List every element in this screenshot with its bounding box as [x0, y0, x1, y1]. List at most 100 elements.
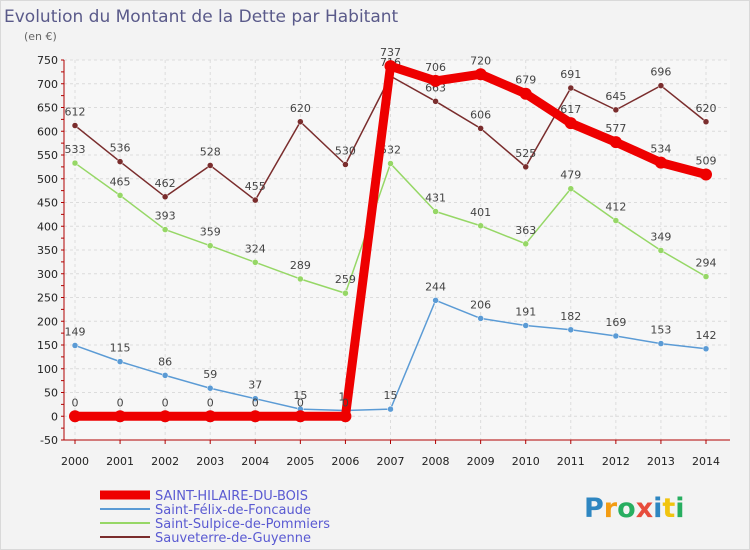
data-label: 412 [605, 201, 626, 214]
y-tick-label: 500 [37, 173, 58, 186]
x-tick-label: 2010 [512, 455, 540, 468]
data-label: 191 [515, 306, 536, 319]
data-point [159, 410, 172, 423]
data-point [432, 297, 439, 304]
data-label: 401 [470, 206, 491, 219]
x-tick-label: 2014 [692, 455, 720, 468]
legend: SAINT-HILAIRE-DU-BOISSaint-Félix-de-Fonc… [100, 489, 330, 546]
data-label: 244 [425, 280, 446, 293]
data-point [612, 106, 620, 114]
y-tick-label: 750 [37, 54, 58, 67]
data-label: 359 [200, 226, 221, 239]
y-tick-label: 700 [37, 78, 58, 91]
data-label: 606 [470, 108, 491, 121]
data-point [161, 193, 169, 201]
data-label: 153 [650, 324, 671, 337]
data-point [71, 159, 79, 167]
data-point [114, 410, 127, 423]
data-point [297, 118, 304, 125]
data-label: 525 [515, 147, 536, 160]
legend-label: SAINT-HILAIRE-DU-BOIS [155, 489, 308, 504]
y-tick-label: 350 [37, 244, 58, 257]
data-label: 0 [342, 396, 349, 409]
data-point [206, 384, 214, 392]
data-point [477, 125, 484, 132]
data-point [432, 98, 439, 105]
data-label: 679 [515, 74, 536, 87]
data-point [161, 372, 169, 379]
data-point [206, 242, 214, 249]
data-point [477, 222, 484, 230]
x-tick-label: 2007 [377, 455, 405, 468]
grid [64, 59, 730, 441]
data-label: 393 [155, 210, 176, 223]
x-tick-label: 2005 [286, 455, 314, 468]
x-tick-label: 2001 [106, 455, 134, 468]
data-point [384, 60, 397, 73]
data-point [252, 259, 259, 266]
svg-text:Proxiti: Proxiti [584, 493, 685, 524]
data-label: 289 [290, 259, 311, 272]
data-point [252, 395, 259, 402]
data-label: 645 [605, 90, 626, 103]
data-point [612, 217, 620, 224]
data-label: 0 [297, 396, 304, 409]
data-point [249, 410, 262, 423]
data-label: 259 [335, 273, 356, 286]
axes: -500501001502002503003504004505005506006… [37, 54, 730, 468]
legend-item: SAINT-HILAIRE-DU-BOIS [100, 489, 308, 504]
data-label: 465 [110, 175, 131, 188]
series-group: 0 0 0 0 0 0 0 737 706 720 679 617 577 534 509 [69, 46, 717, 423]
data-label: 182 [560, 310, 581, 323]
data-point [519, 87, 532, 100]
data-label: 15 [293, 389, 307, 402]
data-label: 577 [605, 122, 626, 135]
data-label: 720 [470, 54, 491, 67]
data-point [477, 315, 484, 322]
data-point [700, 168, 712, 181]
data-label: 528 [200, 145, 221, 158]
data-label: 142 [696, 329, 717, 342]
data-point [116, 192, 124, 199]
data-label: 206 [470, 298, 491, 311]
y-tick-label: 650 [37, 102, 58, 115]
data-label: 169 [605, 316, 626, 329]
chart-title: Evolution du Montant de la Dette par Hab… [4, 7, 399, 27]
data-point [206, 162, 214, 169]
data-label: 462 [155, 177, 176, 190]
y-tick-label: -50 [40, 434, 58, 447]
data-point [204, 410, 217, 423]
data-point [387, 160, 394, 167]
data-point [522, 322, 529, 329]
data-point [252, 196, 259, 204]
data-label: 691 [560, 68, 581, 81]
data-point [567, 84, 575, 92]
data-label: 37 [248, 379, 262, 392]
legend-label: Saint-Sulpice-de-Pommiers [155, 517, 330, 532]
data-label: 533 [65, 143, 86, 156]
data-label: 59 [203, 368, 217, 381]
data-label: 706 [425, 61, 446, 74]
legend-item: Sauveterre-de-Guyenne [100, 531, 311, 546]
data-point [297, 275, 304, 283]
data-label: 431 [425, 192, 446, 205]
data-point [116, 358, 124, 365]
data-label: 620 [696, 102, 717, 115]
y-tick-label: 150 [37, 339, 58, 352]
series-group: 533 465 393 359 324 289 259 532 431 401 363 479 412 3… [65, 143, 717, 297]
data-label: 479 [560, 169, 581, 182]
data-point [474, 68, 487, 81]
data-label: 0 [72, 396, 79, 409]
y-tick-label: 100 [37, 363, 58, 376]
data-point [567, 185, 575, 192]
data-label: 363 [515, 224, 536, 237]
data-label: 0 [117, 396, 124, 409]
x-tick-label: 2008 [422, 455, 450, 468]
data-label: 149 [65, 325, 86, 338]
proxiti-logo: Proxiti [584, 493, 685, 524]
legend-label: Sauveterre-de-Guyenne [155, 531, 311, 546]
y-tick-label: 0 [51, 410, 58, 423]
data-label: 534 [650, 143, 671, 156]
